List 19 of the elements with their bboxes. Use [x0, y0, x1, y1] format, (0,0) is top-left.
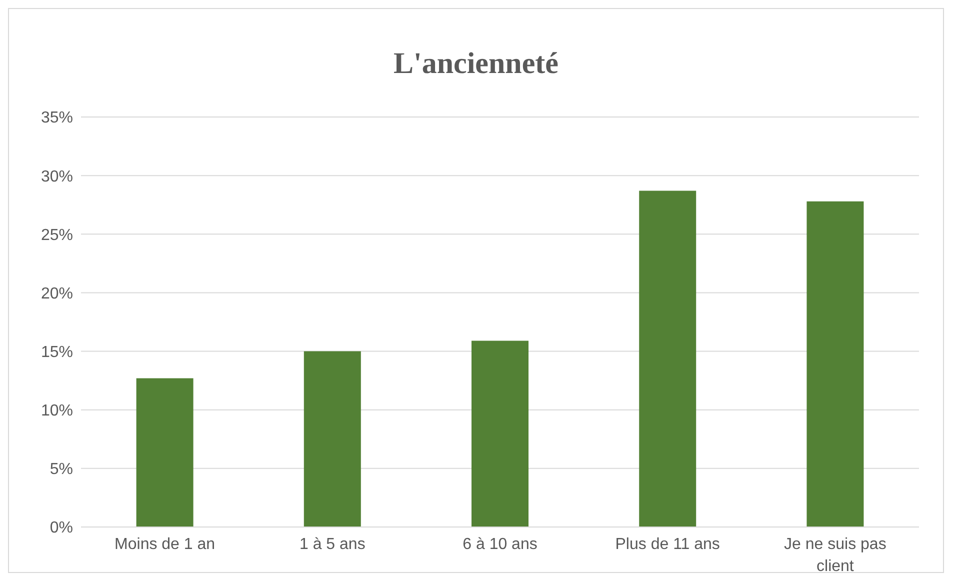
y-tick-label: 5%	[50, 461, 73, 478]
bar	[806, 201, 864, 527]
chart-title: L'ancienneté	[392, 46, 560, 82]
y-tick-label: 35%	[40, 110, 73, 127]
bar	[136, 378, 194, 527]
bar	[639, 190, 696, 527]
bar	[472, 340, 529, 527]
y-tick-label: 30%	[40, 168, 73, 186]
y-tick-label: 25%	[40, 226, 73, 244]
x-tick-label: Je ne suis pas client	[784, 536, 886, 575]
x-tick-label: Moins de 1 an	[114, 536, 216, 553]
bar	[304, 351, 361, 527]
x-tick-label: 6 à 10 ans	[462, 536, 538, 553]
y-tick-label: 0%	[50, 520, 73, 537]
y-tick-label: 15%	[40, 344, 73, 361]
y-tick-label: 20%	[40, 285, 73, 302]
y-tick-label: 10%	[40, 402, 73, 420]
x-tick-label: Plus de 11 ans	[615, 536, 720, 553]
x-tick-label: 1 à 5 ans	[299, 536, 366, 553]
